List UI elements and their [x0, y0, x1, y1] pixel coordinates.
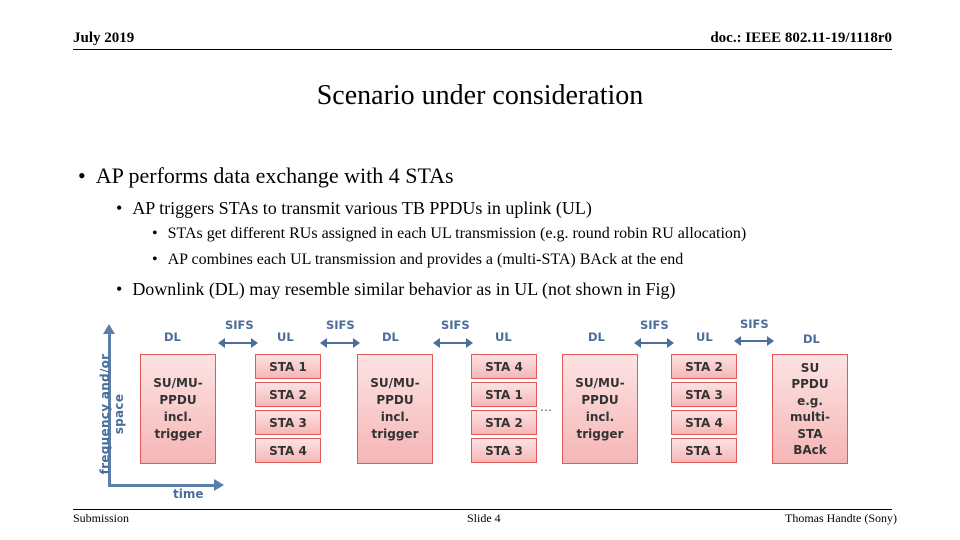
slide-number: Slide 4: [467, 511, 501, 525]
sifs-arrow: [734, 336, 774, 346]
slide-title: Scenario under consideration: [316, 80, 644, 111]
sifs-label: SIFS: [225, 318, 254, 332]
dl-label: DL: [164, 330, 181, 344]
sifs-arrow: [433, 338, 473, 348]
trigger-ppdu-box: SU/MU- PPDU incl. trigger: [140, 354, 216, 464]
x-axis-label: time: [173, 487, 204, 501]
ellipsis: …: [540, 400, 552, 414]
ul-label: UL: [495, 330, 512, 344]
x-axis: [108, 479, 224, 491]
ul-sta-block: STA 2: [671, 354, 737, 379]
ul-sta-block: STA 4: [671, 410, 737, 435]
trigger-ppdu-box: SU/MU- PPDU incl. trigger: [562, 354, 638, 464]
sifs-arrow: [634, 338, 674, 348]
bullet-level1: • AP performs data exchange with 4 STAs: [78, 163, 454, 188]
ul-sta-block: STA 3: [471, 438, 537, 463]
ul-sta-block: STA 2: [471, 410, 537, 435]
dl-label: DL: [382, 330, 399, 344]
ul-label: UL: [696, 330, 713, 344]
sifs-label: SIFS: [640, 318, 669, 332]
footer-submission: Submission: [73, 511, 130, 525]
multi-sta-back-box: SU PPDU e.g. multi- STA BAck: [772, 354, 848, 464]
sifs-arrow: [218, 338, 258, 348]
footer-divider: [73, 509, 892, 510]
header-date: July 2019: [73, 30, 135, 46]
header-doc-id: doc.: IEEE 802.11-19/1118r0: [710, 30, 892, 46]
y-axis-label: frequency and/or space: [98, 353, 126, 475]
ul-sta-block: STA 2: [255, 382, 321, 407]
ul-label: UL: [277, 330, 294, 344]
bullet-level3-rus: • STAs get different RUs assigned in each…: [152, 225, 747, 242]
y-axis: [103, 324, 115, 487]
footer-author: Thomas Handte (Sony): [785, 511, 897, 525]
ul-sta-block: STA 3: [255, 410, 321, 435]
header-divider: [73, 49, 892, 50]
dl-label: DL: [803, 332, 820, 346]
bullet-level2-downlink: • Downlink (DL) may resemble similar beha…: [116, 279, 676, 299]
ul-sta-block: STA 3: [671, 382, 737, 407]
dl-label: DL: [588, 330, 605, 344]
sifs-label: SIFS: [326, 318, 355, 332]
ul-sta-block: STA 4: [471, 354, 537, 379]
ul-sta-block: STA 1: [471, 382, 537, 407]
bullet-level3-back: • AP combines each UL transmission and pr…: [152, 251, 684, 268]
sifs-arrow: [320, 338, 360, 348]
timeline-diagram: frequency and/or space time DL UL DL UL …: [98, 312, 880, 507]
bullet-level2-triggers: • AP triggers STAs to transmit various TB…: [116, 198, 592, 218]
sifs-label: SIFS: [441, 318, 470, 332]
ul-sta-block: STA 4: [255, 438, 321, 463]
sifs-label: SIFS: [740, 317, 769, 331]
ul-sta-block: STA 1: [255, 354, 321, 379]
trigger-ppdu-box: SU/MU- PPDU incl. trigger: [357, 354, 433, 464]
ul-sta-block: STA 1: [671, 438, 737, 463]
